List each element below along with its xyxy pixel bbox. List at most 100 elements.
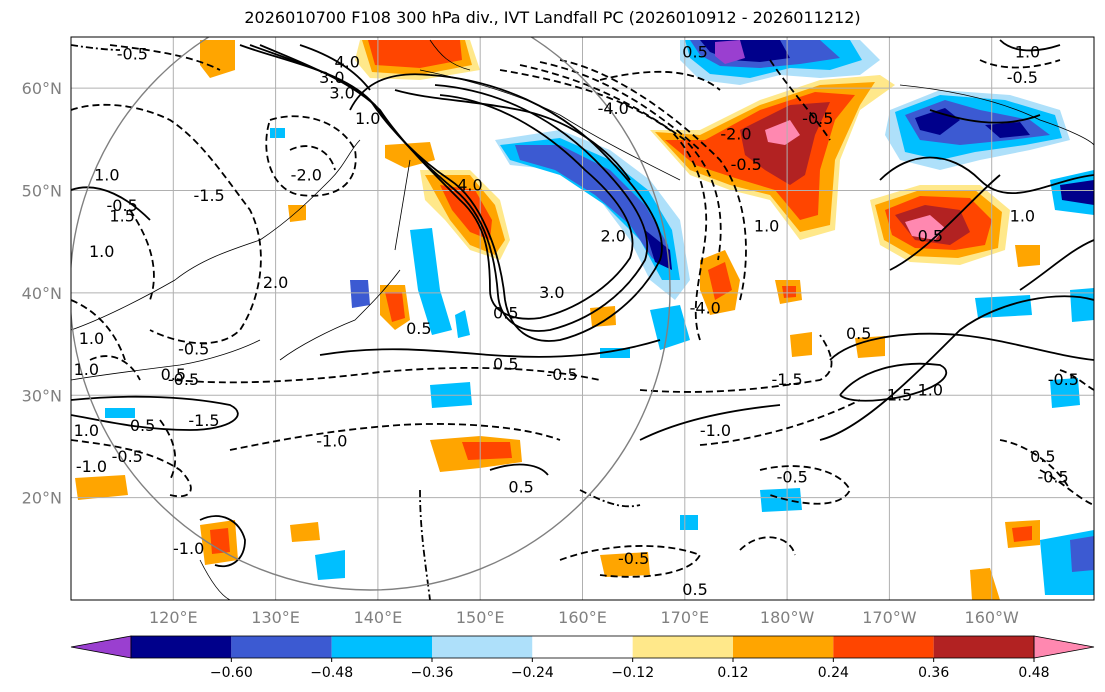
coastlines <box>71 39 1094 600</box>
contour-value-label: -0.5 <box>107 196 138 215</box>
colorbar-segment <box>733 636 834 658</box>
contour-line <box>394 89 631 181</box>
contour-line <box>265 115 357 197</box>
pos-div-blob <box>970 568 1000 600</box>
coastline-path <box>394 159 411 251</box>
contour-line <box>71 44 121 51</box>
colorbar-segment <box>331 636 432 658</box>
contour-line <box>89 355 141 381</box>
contour-value-label: -4.0 <box>598 99 629 118</box>
neg-div-blob <box>1050 378 1080 408</box>
contour-line <box>129 209 155 301</box>
contour-value-label: -1.0 <box>173 539 204 558</box>
pos-div-blob <box>1015 245 1040 267</box>
latitude-labels: 20°N 30°N 40°N 50°N 60°N <box>22 79 62 507</box>
contour-line <box>599 70 721 91</box>
contour-value-label: -0.5 <box>546 365 577 384</box>
contour-value-label: 1.0 <box>1010 206 1035 225</box>
contour-value-label: 2.0 <box>263 273 288 292</box>
contour-line <box>259 44 634 320</box>
contour-line <box>999 39 1061 52</box>
contour-line <box>759 465 852 505</box>
lon-tick-label: 160°W <box>965 608 1020 627</box>
contour-value-label: 1.0 <box>79 329 104 348</box>
contour-value-label: -0.5 <box>1048 370 1079 389</box>
lon-tick-label: 150°E <box>456 608 505 627</box>
colorbar-tick-label: −0.36 <box>411 665 454 681</box>
neg-div-blob <box>715 40 745 64</box>
colorbar: −0.60 −0.48 −0.36 −0.24 −0.12 0.12 0.24 0.36 0.4… <box>70 635 1095 681</box>
colorbar-tick-label: −0.12 <box>611 665 654 681</box>
contour-value-label: 1.0 <box>754 216 779 235</box>
lon-tick-label: 170°W <box>862 608 917 627</box>
pos-div-blob <box>368 40 462 68</box>
neg-div-blob <box>985 122 1030 138</box>
contour-line <box>639 404 781 441</box>
plot-frame <box>70 36 1095 601</box>
contour-value-label: -1.5 <box>188 411 219 430</box>
pos-div-blob <box>765 120 800 145</box>
contour-value-label: 0.5 <box>1030 447 1055 466</box>
contour-line <box>319 339 661 358</box>
contour-value-label: 0.5 <box>493 355 518 374</box>
neg-div-blob <box>1060 180 1094 205</box>
contour-value-label: -2.0 <box>720 124 751 143</box>
contour-value-label: -0.5 <box>168 370 199 389</box>
contour-value-label: 1.0 <box>1015 42 1040 61</box>
contour-line <box>829 332 1094 361</box>
contour-value-label: 1.0 <box>94 165 119 184</box>
contour-value-label: 1.0 <box>89 242 114 261</box>
contour-line <box>159 419 177 481</box>
contour-line <box>1059 369 1094 391</box>
contour-line <box>499 69 708 341</box>
range-circle <box>71 37 671 591</box>
neg-div-blob <box>600 348 630 358</box>
contour-value-label: -2.0 <box>291 165 322 184</box>
contour-line <box>71 439 192 498</box>
lat-tick-label: 20°N <box>22 489 62 508</box>
contour-line <box>174 367 601 384</box>
contour-line <box>1039 469 1094 506</box>
colorbar-extend-low <box>70 635 132 659</box>
pos-div-blob <box>600 552 650 577</box>
contour-line <box>699 399 861 446</box>
contour-value-label: 0.5 <box>130 416 155 435</box>
contour-value-label: 1.0 <box>918 380 943 399</box>
neg-div-blob <box>495 130 690 300</box>
map-title: 2026010700 F108 300 hPa div., IVT Landfa… <box>244 8 861 27</box>
contour-value-label: -0.5 <box>777 467 808 486</box>
contour-line <box>71 103 262 345</box>
longitude-labels: 120°E 130°E 140°E 150°E 160°E 170°E 180°W 170°W… <box>149 608 1019 627</box>
graticule <box>71 37 1094 600</box>
colorbar-frame <box>130 635 1035 659</box>
contour-value-label: 1.0 <box>74 421 99 440</box>
contour-line <box>229 423 561 451</box>
colorbar-tick-label: 0.36 <box>918 665 949 681</box>
colorbar-segment <box>833 636 934 658</box>
contour-line <box>249 44 649 332</box>
pos-div-blob <box>790 332 812 357</box>
contour-value-label: -0.5 <box>618 549 649 568</box>
pos-div-blob <box>708 262 732 300</box>
pos-div-blob <box>1012 526 1032 542</box>
colorbar-segment <box>933 636 1034 658</box>
coastline-path <box>429 39 471 71</box>
lon-tick-label: 160°E <box>558 608 607 627</box>
contour-line <box>929 109 1041 124</box>
contour-line <box>769 59 831 141</box>
colorbar-extend-high <box>1033 635 1095 659</box>
neg-div-blob <box>650 305 690 350</box>
contour-line <box>71 186 151 221</box>
pos-div-blob <box>590 306 616 327</box>
pos-div-blob <box>462 442 512 460</box>
contour-value-label: 0.5 <box>918 227 943 246</box>
contour-line <box>819 295 1094 441</box>
contour-line <box>1019 239 1094 291</box>
neg-div-blob <box>350 280 370 308</box>
coastline-path <box>899 84 1094 146</box>
contour-value-label: -4.0 <box>690 298 721 317</box>
lat-tick-label: 50°N <box>22 182 62 201</box>
contour-line <box>559 545 702 578</box>
contour-line <box>739 536 796 556</box>
lon-tick-label: 140°E <box>354 608 403 627</box>
